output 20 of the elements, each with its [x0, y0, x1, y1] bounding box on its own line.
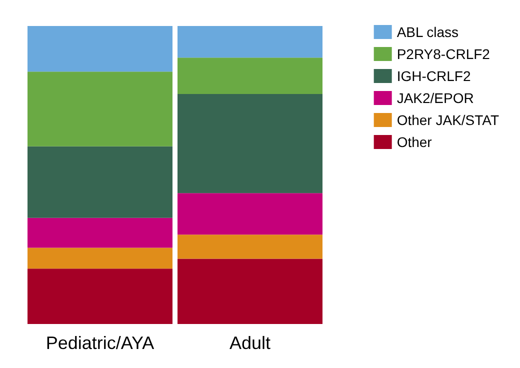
x-tick-label: Pediatric/AYA: [46, 333, 154, 353]
bar: [28, 268, 172, 324]
bar: [28, 26, 172, 72]
bar: [28, 218, 172, 248]
legend-label: ABL class: [396, 24, 459, 40]
legend-label: Other JAK/STAT: [396, 112, 500, 128]
bar: [178, 26, 322, 58]
bar: [178, 258, 322, 324]
bar: [178, 94, 322, 194]
bar: [178, 58, 322, 94]
bar: [28, 146, 172, 218]
bar: [178, 234, 322, 259]
legend-label: P2RY8-CRLF2: [396, 46, 490, 62]
bar: [178, 193, 322, 235]
legend-label: Other: [396, 134, 432, 150]
legend-label: JAK2/EPOR: [396, 90, 474, 106]
x-tick-label: Adult: [229, 333, 271, 353]
bar: [28, 72, 172, 146]
legend-label: IGH-CRLF2: [396, 68, 471, 84]
bar: [28, 248, 172, 269]
